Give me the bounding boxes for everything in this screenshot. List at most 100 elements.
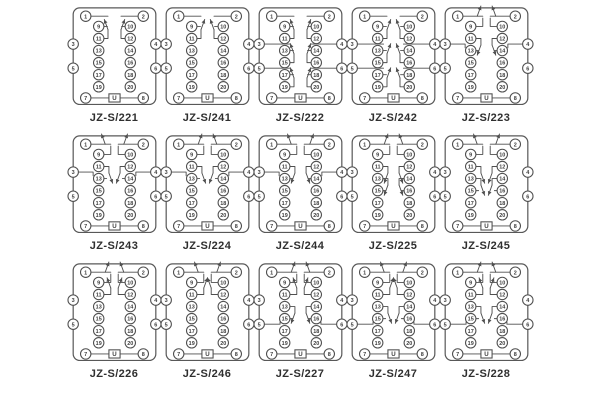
- terminal-7-number: 7: [177, 96, 180, 102]
- relay-diagram-card: U 1 2 3 4 5 6 7 8 9 10 11 12 13 14 15 16 17 18 19 20 JZ-S/243: [66, 133, 162, 252]
- terminal-3: [66, 38, 79, 50]
- terminal-8: [323, 220, 335, 232]
- terminal-18-number: 18: [127, 329, 133, 335]
- contact-wiring-right: [117, 261, 139, 295]
- terminal-10: [310, 276, 322, 289]
- terminal-19: [278, 209, 290, 221]
- terminal-17: [278, 68, 290, 81]
- terminal-19-number: 19: [374, 341, 380, 347]
- terminal-5-number: 5: [350, 66, 353, 72]
- terminal-14: [217, 172, 229, 185]
- terminal-18: [124, 324, 136, 337]
- terminal-13-number: 13: [374, 177, 380, 183]
- terminal-5: [438, 190, 451, 202]
- terminal-3: [159, 294, 172, 306]
- terminal-8-number: 8: [420, 352, 423, 358]
- terminal-6-number: 6: [433, 66, 436, 72]
- terminal-19-number: 19: [467, 85, 473, 91]
- terminal-16-number: 16: [127, 61, 133, 67]
- terminal-10-number: 10: [313, 24, 319, 30]
- terminal-10: [496, 20, 508, 33]
- terminal-13-number: 13: [188, 177, 194, 183]
- terminal-13-number: 13: [467, 305, 473, 311]
- terminal-12-number: 12: [313, 293, 319, 299]
- socket-outline: [444, 263, 528, 362]
- terminal-20-number: 20: [499, 213, 505, 219]
- socket-outline: [258, 7, 342, 106]
- contact-wiring-left: [356, 261, 394, 325]
- terminal-18: [496, 68, 508, 81]
- coil-u-box: [200, 349, 214, 359]
- relay-diagram-card: U 1 2 3 4 5 6 7 8 9 10 11 12 13 14 15 16 17 18 19 20 JZ-S/225: [345, 133, 441, 252]
- terminal-16-number: 16: [220, 61, 226, 67]
- terminal-1: [451, 266, 463, 278]
- terminal-14: [496, 44, 508, 57]
- terminal-20: [217, 209, 229, 221]
- terminal-6-number: 6: [247, 66, 250, 72]
- terminal-7-number: 7: [177, 352, 180, 358]
- terminal-14-number: 14: [220, 49, 227, 55]
- terminal-1: [451, 10, 463, 22]
- terminal-12: [124, 32, 136, 45]
- terminal-2: [416, 138, 428, 150]
- terminal-7: [451, 220, 463, 232]
- terminal-1: [358, 266, 370, 278]
- terminal-9-number: 9: [97, 24, 100, 30]
- terminal-15: [278, 56, 290, 69]
- terminal-10: [124, 276, 136, 289]
- terminal-20-number: 20: [127, 341, 133, 347]
- terminal-2-number: 2: [327, 142, 330, 148]
- terminal-12: [217, 288, 229, 301]
- contact-wiring-right: [120, 15, 139, 39]
- terminal-15-number: 15: [467, 317, 473, 323]
- terminal-16: [124, 56, 136, 69]
- terminal-17: [371, 324, 383, 337]
- coil-u-box: [386, 221, 400, 231]
- terminal-20-number: 20: [313, 213, 319, 219]
- terminal-14: [217, 44, 229, 57]
- terminal-3: [66, 166, 79, 178]
- terminal-3-number: 3: [350, 170, 353, 176]
- coil-u-box: [479, 221, 493, 231]
- terminal-10-number: 10: [499, 24, 505, 30]
- terminal-7-number: 7: [363, 224, 366, 230]
- terminal-18-number: 18: [499, 73, 505, 79]
- terminal-20: [310, 209, 322, 221]
- coil-u-box: [386, 93, 400, 103]
- terminal-5-number: 5: [443, 194, 446, 200]
- terminal-18: [403, 196, 415, 209]
- terminal-13: [185, 300, 197, 313]
- terminal-16-number: 16: [406, 317, 412, 323]
- terminal-11-number: 11: [281, 37, 287, 43]
- terminal-3: [438, 166, 451, 178]
- terminal-12-number: 12: [220, 165, 226, 171]
- terminal-8: [230, 92, 242, 104]
- terminal-19-number: 19: [281, 341, 287, 347]
- terminal-2-number: 2: [513, 14, 516, 20]
- terminal-17-number: 17: [281, 73, 287, 79]
- socket-outline: [444, 135, 528, 234]
- relay-diagram-card: U 1 2 3 4 5 6 7 8 9 10 11 12 13 14 15 16 17 18 19 20 JZ-S/224: [159, 133, 255, 252]
- terminal-1-number: 1: [456, 270, 459, 276]
- contact-wiring-right: [206, 261, 232, 295]
- contact-wiring-left: [170, 133, 206, 184]
- terminal-5: [345, 190, 358, 202]
- terminal-19: [185, 337, 197, 349]
- terminal-16-number: 16: [127, 189, 133, 195]
- terminal-14-number: 14: [220, 177, 227, 183]
- terminal-16: [310, 312, 322, 325]
- terminal-17-number: 17: [374, 73, 380, 79]
- terminal-13: [278, 172, 290, 185]
- terminal-15-number: 15: [281, 61, 287, 67]
- terminal-6-number: 6: [247, 322, 250, 328]
- terminal-10: [217, 20, 229, 33]
- terminal-19-number: 19: [281, 213, 287, 219]
- socket-outline: [444, 7, 528, 106]
- terminal-12: [217, 160, 229, 173]
- terminal-19-number: 19: [467, 341, 473, 347]
- terminal-20: [217, 81, 229, 93]
- terminal-2: [509, 10, 521, 22]
